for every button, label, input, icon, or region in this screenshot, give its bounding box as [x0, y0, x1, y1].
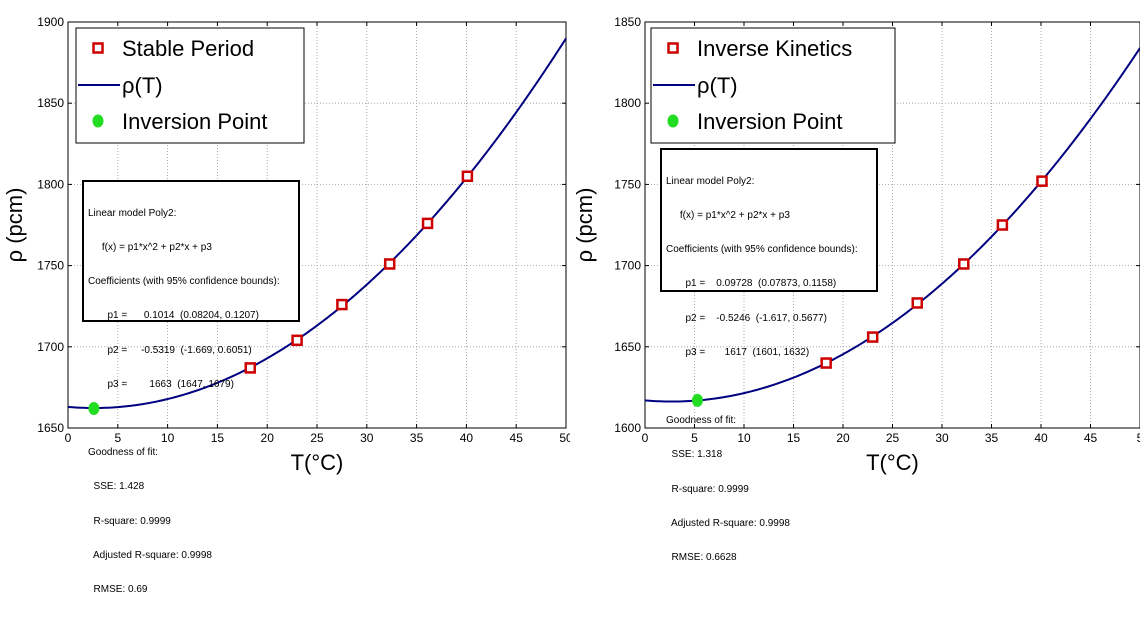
inversion-point-marker — [691, 393, 703, 407]
data-point-marker — [820, 357, 832, 369]
chart-inverse-kinetics: 0 5 10 15 20 25 30 35 40 45 5 1600 1650 1700 1750 1800 1… — [572, 15, 1140, 475]
data-point-marker — [866, 331, 879, 343]
axes-frame — [67, 21, 567, 429]
data-point-marker — [958, 258, 970, 270]
fit-line: Coefficients (with 95% confidence bounds… — [666, 244, 858, 256]
legend-label: ρ(T) — [122, 73, 163, 98]
y-tick-label: 1700 — [614, 259, 641, 273]
x-tick-label: 20 — [261, 431, 275, 445]
fit-line: R-square: 0.9999 — [666, 483, 749, 495]
fit-line: RMSE: 0.69 — [88, 584, 148, 596]
chart-panel-inverse-kinetics: 0 5 10 15 20 25 30 35 40 45 5 1600 1650 1700 1750 1800 1… — [570, 0, 1140, 563]
fit-line: f(x) = p1*x^2 + p2*x + p3 — [666, 210, 790, 222]
x-tick-label: 45 — [1084, 431, 1098, 445]
fit-line: p3 = 1617 (1601, 1632) — [666, 346, 810, 358]
fit-line: Linear model Poly2: — [88, 207, 177, 219]
fit-line: Coefficients (with 95% confidence bounds… — [88, 276, 280, 288]
legend-marker-dot — [667, 114, 679, 128]
fit-curve-line — [644, 47, 1140, 403]
y-tick-label: 1750 — [37, 259, 64, 273]
y-axis-label: ρ (pcm) — [2, 188, 27, 263]
fit-line: SSE: 1.428 — [88, 481, 145, 493]
x-tick-label: 5 — [1137, 431, 1140, 445]
x-tick-label: 15 — [211, 431, 225, 445]
fit-line: p3 = 1663 (1647, 1679) — [88, 378, 234, 390]
data-point-marker — [336, 298, 348, 311]
fit-results-box: Linear model Poly2: f(x) = p1*x^2 + p2*x… — [82, 180, 300, 595]
fit-line: p2 = -0.5246 (-1.617, 0.5677) — [666, 312, 827, 324]
x-tick-label: 30 — [935, 431, 949, 445]
x-tick-label: 25 — [310, 431, 324, 445]
fit-curve-line — [67, 37, 567, 410]
y-tick-label: 1650 — [614, 340, 641, 354]
legend-marker-dot — [92, 114, 104, 128]
fit-line: Goodness of fit: — [666, 415, 737, 427]
legend-label: Stable Period — [122, 36, 254, 61]
x-tick-label: 10 — [737, 431, 751, 445]
x-tick-label: 50 — [559, 431, 570, 445]
fit-line: R-square: 0.9999 — [88, 515, 171, 527]
x-tick-label: 20 — [836, 431, 850, 445]
x-tick-label: 15 — [787, 431, 801, 445]
x-tick-label: 45 — [510, 431, 524, 445]
fit-line — [666, 381, 872, 392]
x-tick-label: 30 — [360, 431, 374, 445]
inversion-point-marker — [88, 402, 100, 416]
fit-results-box: Linear model Poly2: f(x) = p1*x^2 + p2*x… — [660, 148, 878, 563]
data-point-marker — [383, 258, 396, 270]
x-tick-label: 35 — [985, 431, 999, 445]
y-tick-label: 1850 — [37, 96, 64, 110]
x-tick-label: 0 — [642, 431, 649, 445]
x-tick-label: 5 — [114, 431, 121, 445]
x-tick-label: 10 — [161, 431, 175, 445]
y-axis-label: ρ (pcm) — [572, 188, 597, 263]
data-point-marker — [244, 362, 257, 374]
x-tick-label: 25 — [886, 431, 900, 445]
legend-marker-square — [92, 42, 104, 54]
axes-frame — [644, 21, 1140, 429]
y-tick-label: 1850 — [614, 15, 641, 29]
y-tick-label: 1600 — [614, 421, 641, 435]
y-tick-label: 1900 — [37, 15, 64, 29]
fit-line: p1 = 0.09728 (0.07873, 0.1158) — [666, 278, 837, 290]
data-point-marker — [291, 334, 303, 347]
x-axis-label: T(°C) — [866, 450, 919, 475]
fit-line: f(x) = p1*x^2 + p2*x + p3 — [88, 242, 212, 254]
y-tick-label: 1800 — [614, 96, 641, 110]
x-tick-label: 40 — [460, 431, 474, 445]
y-tick-label: 1800 — [37, 177, 64, 191]
fit-line — [88, 413, 294, 424]
data-point-marker — [911, 297, 923, 309]
legend-label: Inversion Point — [697, 109, 843, 134]
x-axis-label: T(°C) — [291, 450, 344, 475]
x-tick-label: 5 — [691, 431, 698, 445]
fit-line: p1 = 0.1014 (0.08204, 0.1207) — [88, 310, 259, 322]
fit-line: p2 = -0.5319 (-1.669, 0.6051) — [88, 344, 252, 356]
fit-line: Adjusted R-square: 0.9998 — [88, 549, 212, 561]
fit-line: RMSE: 0.6628 — [666, 552, 737, 564]
x-tick-label: 35 — [410, 431, 424, 445]
fit-line: SSE: 1.318 — [666, 449, 723, 461]
data-point-marker — [1036, 175, 1048, 187]
y-tick-label: 1700 — [37, 340, 64, 354]
legend-label: Inverse Kinetics — [697, 36, 852, 61]
fit-line: Linear model Poly2: — [666, 175, 755, 187]
chart-panel-stable-period: 0 5 10 15 20 25 30 35 40 45 50 1650 1700 1750 1800 1850… — [0, 0, 570, 595]
x-tick-label: 0 — [65, 431, 72, 445]
y-tick-label: 1650 — [37, 421, 64, 435]
data-point-marker — [421, 217, 434, 230]
legend-label: ρ(T) — [697, 73, 738, 98]
legend-marker-square — [667, 42, 679, 54]
fit-line: Adjusted R-square: 0.9998 — [666, 517, 790, 529]
fit-line: Goodness of fit: — [88, 447, 159, 459]
legend-label: Inversion Point — [122, 109, 268, 134]
y-tick-label: 1750 — [614, 177, 641, 191]
data-point-marker — [461, 170, 474, 183]
data-point-marker — [996, 219, 1009, 231]
x-tick-label: 40 — [1034, 431, 1048, 445]
